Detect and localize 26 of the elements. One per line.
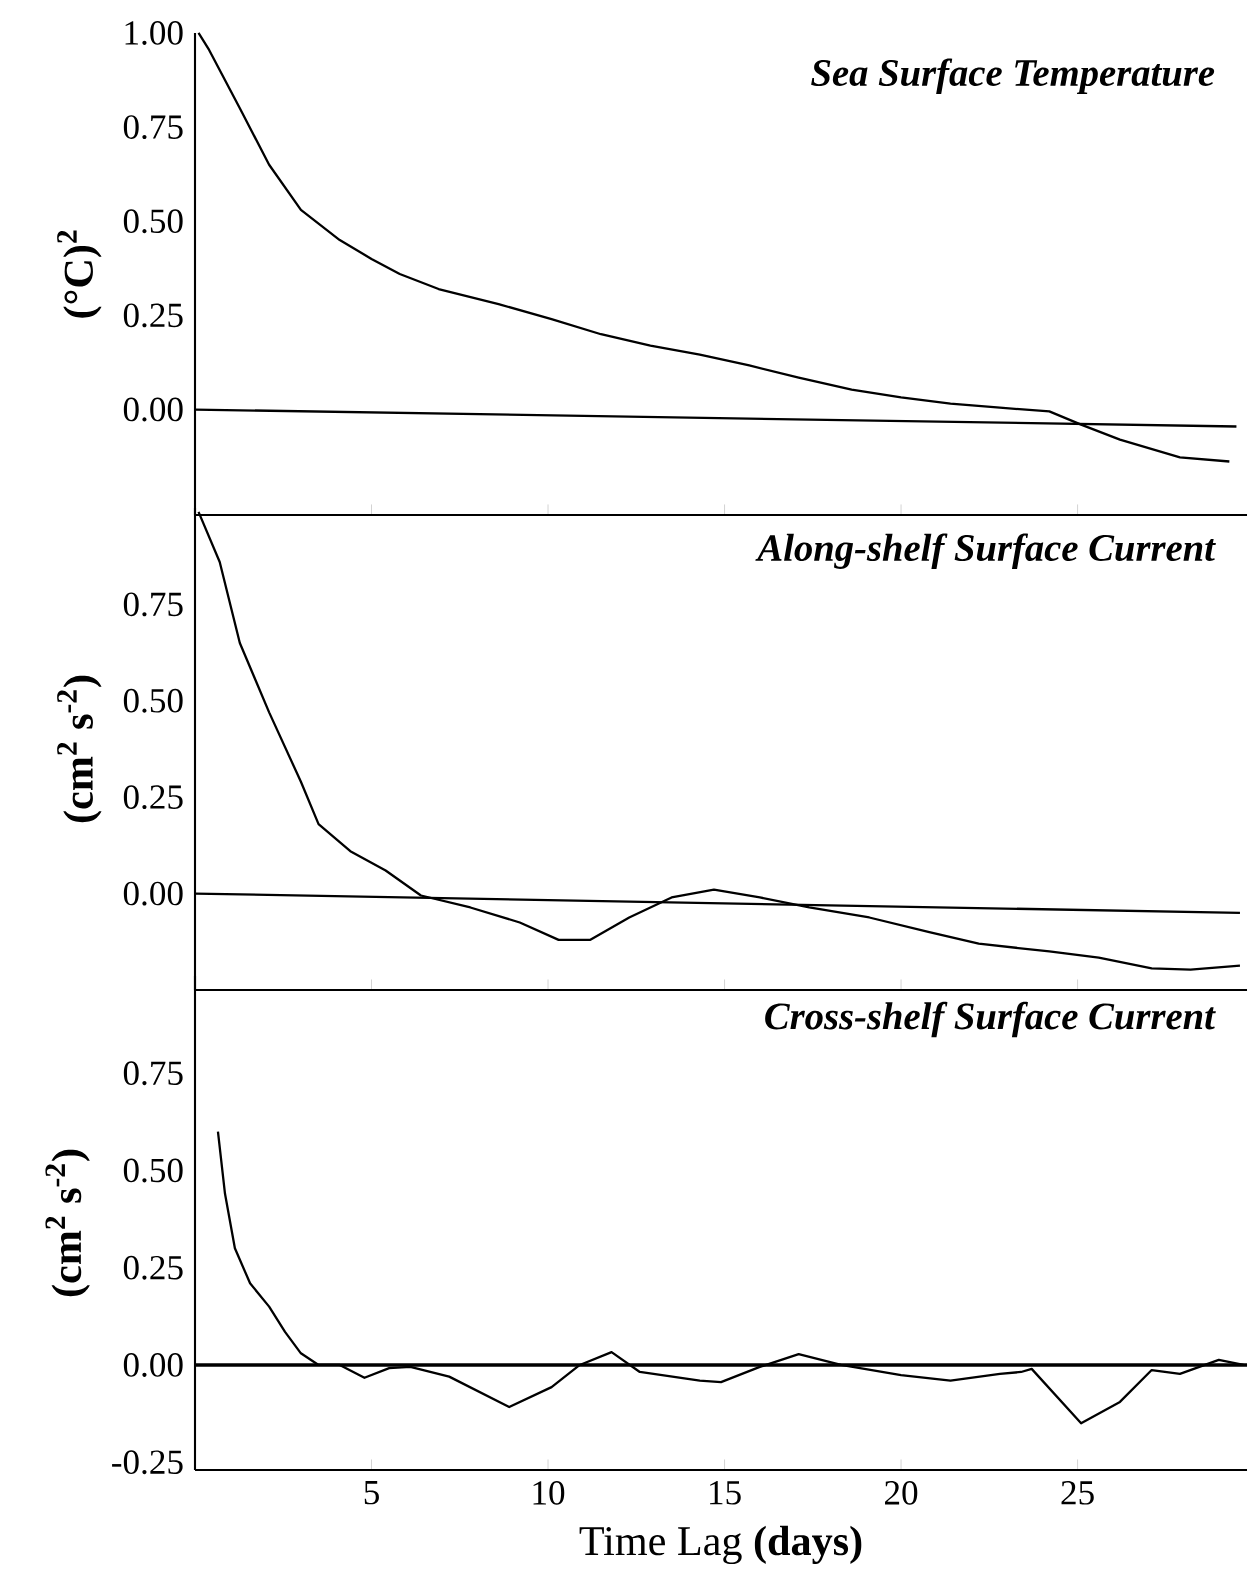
x-tick-label: 10 <box>533 1481 565 1505</box>
y-tick-label: 0.75 <box>123 115 183 140</box>
y-tick-label: 0.25 <box>123 303 183 328</box>
text: Cross-shelf Surface Current <box>765 1001 1216 1038</box>
y-tick-label: 1.00 <box>125 21 183 45</box>
y-tick-label: 0.25 <box>123 785 183 810</box>
y-tick-label: 0.00 <box>123 881 183 906</box>
text: Along-shelf Surface Current <box>755 533 1216 569</box>
x-tick-label: 25 <box>1061 1481 1094 1505</box>
y-tick-label: 0.50 <box>123 688 183 713</box>
y-tick-label: 0.75 <box>123 592 183 617</box>
y-axis-title: (cm$^{2}$ s$^{-2}$) <box>45 1149 90 1297</box>
x-tick-label: 20 <box>885 1481 918 1505</box>
y-tick-label: 0.50 <box>123 1158 183 1183</box>
y-tick-label: 0.00 <box>123 1353 183 1377</box>
y-axis-title: (°C)$^{2}$ <box>57 230 102 318</box>
x-tick-label: 5 <box>364 1481 379 1505</box>
y-tick-label: 0.25 <box>123 1255 183 1280</box>
y-tick-label: 0.00 <box>123 397 183 422</box>
text: Sea Surface Temperature <box>811 58 1215 94</box>
y-tick-label: 0.75 <box>123 1061 183 1086</box>
y-axis-title: (cm$^{2}$ s$^{-2}$) <box>57 675 102 823</box>
x-axis-title: Time Lag (days) <box>579 1525 862 1565</box>
y-tick-label: -0.25 <box>112 1450 183 1475</box>
x-tick-label: 15 <box>710 1481 741 1505</box>
y-tick-label: 0.50 <box>123 209 183 234</box>
